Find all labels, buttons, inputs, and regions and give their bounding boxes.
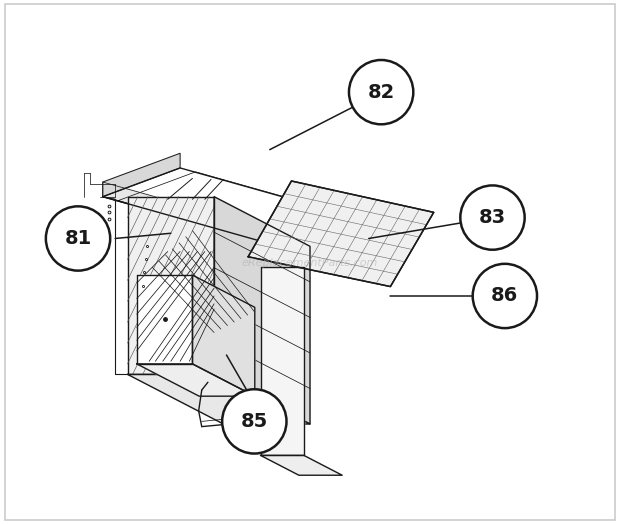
Polygon shape	[137, 364, 255, 396]
Ellipse shape	[46, 206, 110, 270]
Ellipse shape	[472, 264, 537, 328]
Polygon shape	[192, 275, 255, 396]
Polygon shape	[128, 374, 310, 424]
Text: 83: 83	[479, 208, 506, 227]
Ellipse shape	[460, 185, 525, 250]
Polygon shape	[260, 455, 342, 475]
Polygon shape	[248, 181, 434, 287]
Text: 81: 81	[64, 229, 92, 248]
Polygon shape	[137, 275, 192, 364]
Polygon shape	[103, 182, 316, 257]
Text: 82: 82	[368, 83, 395, 102]
Ellipse shape	[349, 60, 414, 124]
Text: 86: 86	[491, 287, 518, 305]
Text: eReplacementParts.com: eReplacementParts.com	[242, 258, 378, 268]
Text: 85: 85	[241, 412, 268, 431]
Polygon shape	[214, 196, 310, 424]
Ellipse shape	[222, 389, 286, 454]
Polygon shape	[260, 267, 304, 455]
Polygon shape	[128, 196, 214, 374]
Polygon shape	[103, 154, 180, 196]
Polygon shape	[103, 168, 394, 257]
